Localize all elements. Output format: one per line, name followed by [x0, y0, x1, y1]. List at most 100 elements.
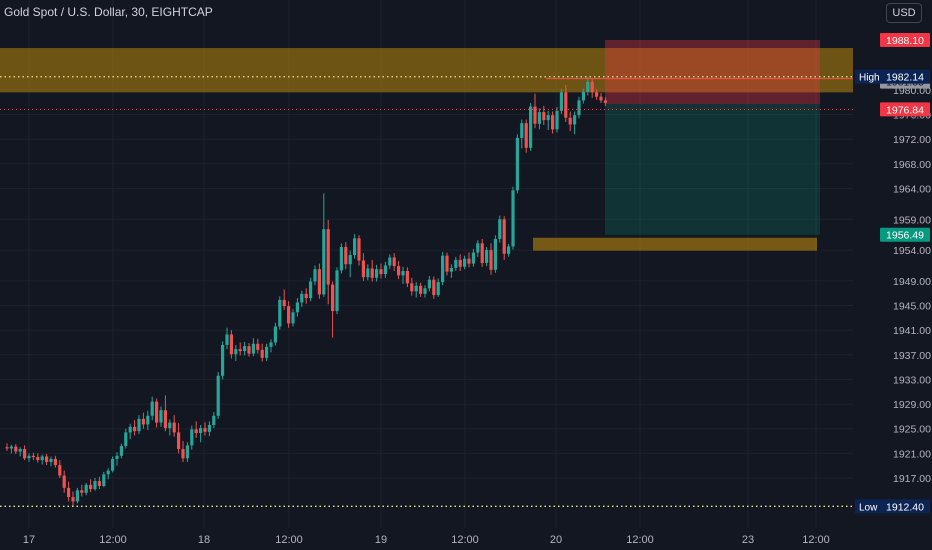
candle — [40, 454, 44, 465]
price-tick-label: 1968.00 — [893, 159, 931, 171]
candles — [5, 76, 607, 507]
candle-body — [177, 432, 181, 450]
candle — [524, 119, 528, 153]
candle-body — [14, 446, 18, 452]
candle-body — [67, 487, 71, 498]
candle — [454, 256, 458, 272]
candle — [23, 445, 27, 461]
candle — [124, 428, 128, 449]
candle — [67, 481, 71, 502]
candle-body — [269, 342, 273, 347]
candle-body — [590, 81, 594, 93]
candle-body — [388, 257, 392, 266]
candle — [489, 243, 493, 275]
candle — [353, 234, 357, 259]
candle — [379, 263, 383, 279]
take-profit-area[interactable] — [605, 104, 820, 235]
candle-body — [243, 346, 247, 352]
stop-price-label-bg — [880, 33, 930, 48]
candle-body — [53, 458, 57, 466]
time-axis[interactable]: 17 12:00 18 12:00 19 12:00 20 12:00 23 12:00 — [23, 534, 830, 546]
stop-price-label: 1988.10 — [880, 33, 930, 48]
candle-body — [287, 306, 291, 324]
candle — [599, 93, 603, 103]
time-tick-label: 12:00 — [275, 534, 303, 546]
candle-body — [397, 266, 401, 276]
candle — [392, 253, 396, 272]
candle-body — [247, 346, 251, 354]
candle — [265, 343, 269, 361]
candle — [80, 484, 84, 497]
candle-body — [234, 349, 238, 355]
candle-body — [331, 284, 335, 312]
candle — [137, 415, 141, 435]
candle-body — [273, 326, 277, 343]
candle — [595, 89, 599, 100]
candle-body — [573, 115, 577, 125]
candle — [291, 309, 295, 327]
candle — [441, 251, 445, 286]
candle — [260, 343, 264, 362]
candle-body — [366, 268, 370, 278]
candle — [322, 193, 326, 297]
candle-body — [150, 401, 154, 416]
candle — [150, 396, 154, 421]
candle — [172, 415, 176, 437]
time-tick-label: 12:00 — [451, 534, 479, 546]
candle-body — [344, 247, 348, 265]
candle — [194, 421, 198, 438]
candle-body — [537, 112, 541, 124]
price-tick-label: 1945.00 — [893, 301, 931, 313]
candle — [568, 111, 572, 132]
candle-body — [467, 258, 471, 264]
candle-body — [137, 418, 141, 432]
candle-body — [357, 238, 361, 261]
candle — [229, 330, 233, 359]
candle-body — [458, 259, 462, 267]
candle-body — [71, 497, 75, 502]
candle-body — [568, 117, 572, 125]
time-tick-label: 19 — [375, 534, 387, 546]
candle — [155, 398, 159, 428]
candle — [14, 444, 18, 454]
candle-body — [155, 401, 159, 423]
candle-body — [586, 81, 590, 92]
candle-body — [265, 346, 269, 358]
candle-body — [36, 457, 40, 461]
candle — [238, 342, 242, 356]
time-tick-label: 12:00 — [626, 534, 654, 546]
stop-loss-area[interactable] — [605, 40, 820, 105]
price-tick-label: 1925.00 — [893, 424, 931, 436]
candle-body — [564, 92, 568, 118]
candle — [18, 447, 22, 457]
candle — [493, 235, 497, 273]
candle-body — [5, 447, 9, 449]
candle — [573, 111, 577, 135]
entry-price-label: 1976.84 — [880, 102, 930, 117]
candle — [102, 471, 106, 488]
candle-body — [128, 426, 132, 433]
high-tag: High 1982.14 — [855, 69, 930, 84]
candle — [199, 425, 203, 443]
candle — [207, 421, 211, 437]
candle-body — [335, 270, 339, 312]
target-price-label: 1956.49 — [880, 227, 930, 242]
candle — [304, 288, 308, 304]
candle — [529, 102, 533, 151]
candle-body — [282, 299, 286, 307]
candle-body — [405, 271, 409, 284]
price-tick-label: 1954.00 — [893, 245, 931, 257]
candle — [216, 372, 220, 419]
candle-body — [27, 455, 31, 459]
candle — [53, 455, 57, 468]
candle-body — [489, 250, 493, 270]
price-axis[interactable]: 1917.00 1921.00 1925.00 1929.00 1933.00 1937.… — [893, 85, 931, 485]
candle-body — [375, 269, 379, 278]
candle-body — [427, 279, 431, 289]
candle — [507, 243, 511, 257]
currency-button[interactable]: USD — [886, 3, 922, 23]
candle — [45, 453, 49, 466]
candle — [9, 444, 13, 454]
candle-body — [229, 334, 233, 355]
